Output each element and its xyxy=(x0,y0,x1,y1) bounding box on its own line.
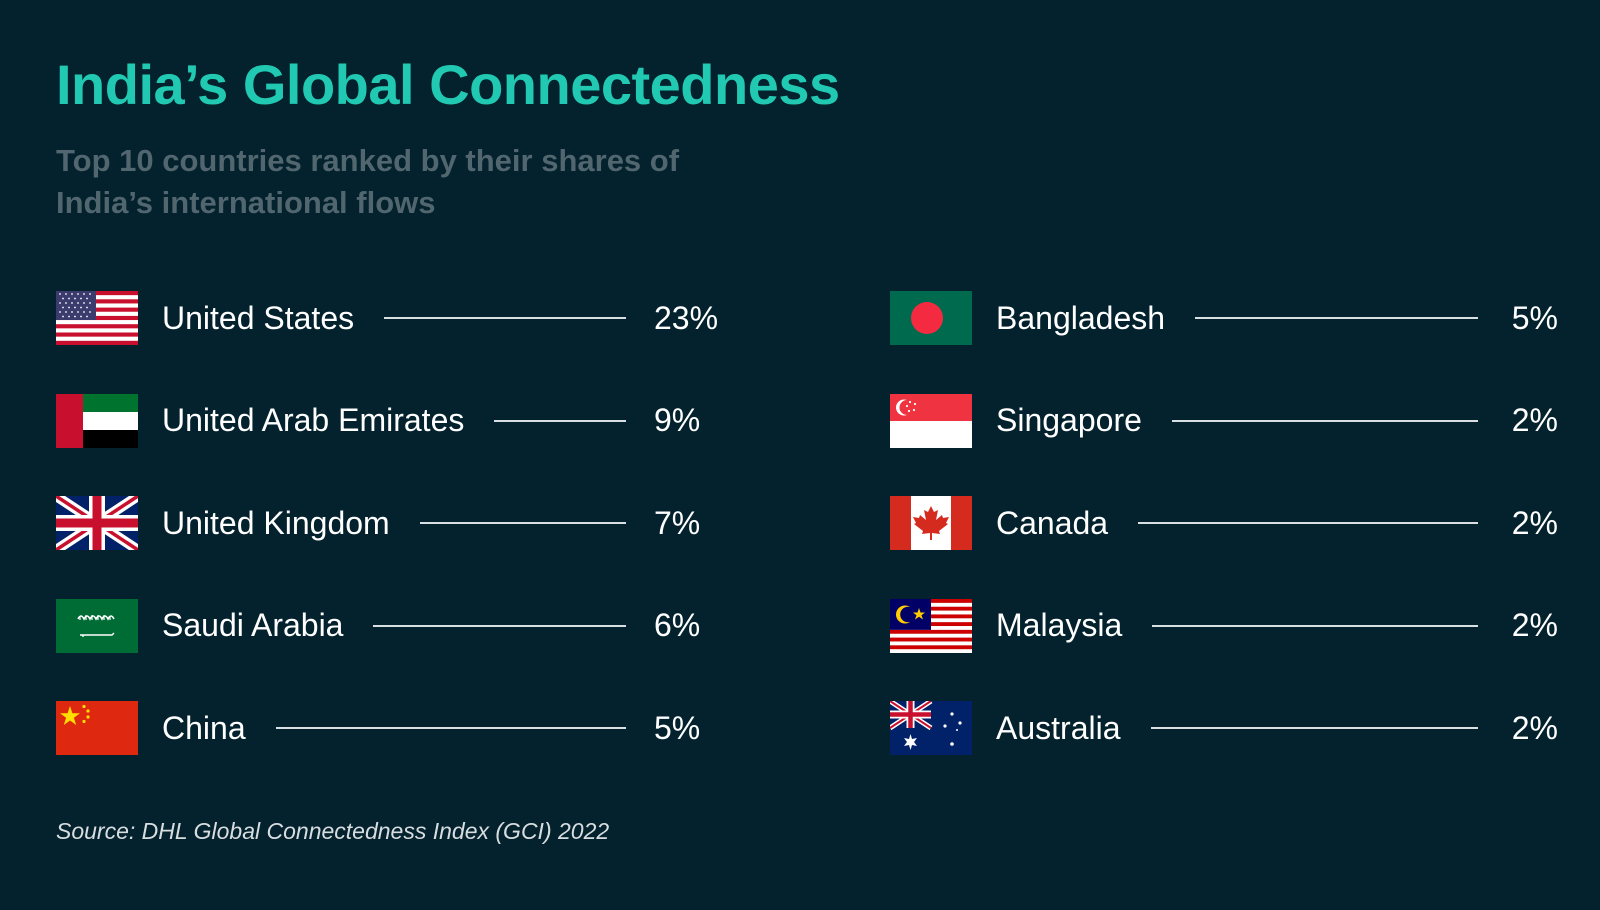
country-name: United Kingdom xyxy=(162,504,390,541)
uae-flag-icon xyxy=(56,393,138,448)
country-share: 2% xyxy=(1511,709,1558,746)
country-row: Saudi Arabia 6% xyxy=(56,586,724,666)
country-row: China 5% xyxy=(56,688,724,768)
singapore-flag-icon xyxy=(890,393,972,448)
country-row: Australia 2% xyxy=(890,688,1558,768)
country-share: 23% xyxy=(654,299,719,336)
country-row: United Kingdom 7% xyxy=(56,483,724,563)
leader-line xyxy=(275,727,626,729)
country-share: 2% xyxy=(1511,402,1558,438)
country-share: 2% xyxy=(1511,607,1558,643)
country-name: China xyxy=(162,709,246,746)
leader-line xyxy=(1138,522,1478,524)
country-name: Malaysia xyxy=(996,607,1123,643)
ranking-column-left: United States 23% United Arab Emirates 9… xyxy=(56,278,724,791)
malaysia-flag-icon xyxy=(890,598,972,653)
country-share: 7% xyxy=(654,504,701,541)
page-subtitle: Top 10 countries ranked by their shares … xyxy=(56,143,680,220)
country-name: Canada xyxy=(996,504,1109,541)
saudi-arabia-flag-icon xyxy=(56,598,138,653)
leader-line xyxy=(384,317,626,319)
country-name: United Arab Emirates xyxy=(162,402,465,438)
country-row: Singapore 2% xyxy=(890,381,1558,461)
country-share: 2% xyxy=(1511,504,1558,541)
leader-line xyxy=(1150,727,1478,729)
country-name: Bangladesh xyxy=(996,299,1166,336)
country-row: United Arab Emirates 9% xyxy=(56,381,724,461)
bangladesh-flag-icon xyxy=(890,291,972,345)
page-title: India’s Global Connectedness xyxy=(56,53,840,116)
country-share: 9% xyxy=(654,402,701,438)
country-share: 6% xyxy=(654,607,701,643)
canada-flag-icon xyxy=(890,496,972,550)
leader-line xyxy=(1171,419,1478,422)
country-share: 5% xyxy=(1511,299,1558,336)
leader-line xyxy=(1152,624,1478,627)
country-row: Bangladesh 5% xyxy=(890,278,1558,358)
country-row: Malaysia 2% xyxy=(890,586,1558,666)
country-name: Australia xyxy=(996,709,1121,746)
leader-line xyxy=(494,419,626,422)
china-flag-icon xyxy=(56,701,138,755)
country-name: United States xyxy=(162,299,355,336)
country-row: Canada 2% xyxy=(890,483,1558,563)
leader-line xyxy=(419,522,626,524)
country-row: United States 23% xyxy=(56,278,724,358)
us-flag-icon xyxy=(56,291,138,345)
australia-flag-icon xyxy=(890,701,972,755)
ranking-column-right: Bangladesh 5% Singapore 2% xyxy=(890,278,1558,791)
uk-flag-icon xyxy=(56,496,138,550)
leader-line xyxy=(1195,317,1478,319)
leader-line xyxy=(373,624,626,627)
source-note: Source: DHL Global Connectedness Index (… xyxy=(56,818,610,844)
country-share: 5% xyxy=(654,709,701,746)
country-name: Saudi Arabia xyxy=(162,607,344,643)
country-name: Singapore xyxy=(996,402,1142,438)
